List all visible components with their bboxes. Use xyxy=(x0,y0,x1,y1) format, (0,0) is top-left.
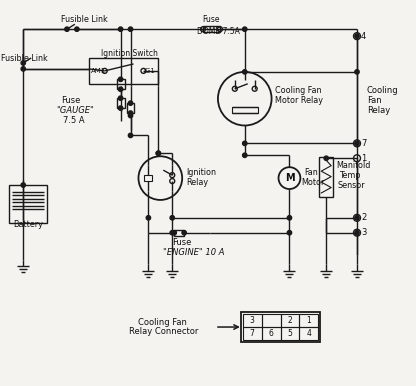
Circle shape xyxy=(243,141,247,146)
Circle shape xyxy=(287,216,292,220)
Circle shape xyxy=(21,183,25,187)
Circle shape xyxy=(119,96,123,100)
Text: 4: 4 xyxy=(307,329,311,338)
Circle shape xyxy=(119,106,123,110)
Text: Cooling Fan: Cooling Fan xyxy=(139,318,187,327)
Text: Fusible Link: Fusible Link xyxy=(61,15,108,24)
Text: Fan: Fan xyxy=(305,168,318,177)
Circle shape xyxy=(156,151,161,156)
Text: AM1: AM1 xyxy=(91,68,106,74)
Text: 6: 6 xyxy=(269,329,273,338)
Text: Cooling: Cooling xyxy=(367,86,399,95)
Circle shape xyxy=(156,151,161,156)
Bar xyxy=(174,230,184,236)
Circle shape xyxy=(243,27,247,31)
Circle shape xyxy=(243,153,247,157)
Bar xyxy=(300,314,318,327)
Circle shape xyxy=(172,230,176,235)
Text: 7: 7 xyxy=(250,329,255,338)
Circle shape xyxy=(128,111,133,115)
Circle shape xyxy=(182,230,186,235)
Text: M: M xyxy=(285,173,294,183)
Text: "ENGINE" 10 A: "ENGINE" 10 A xyxy=(163,248,225,257)
Circle shape xyxy=(65,27,69,31)
Text: Fusible Link: Fusible Link xyxy=(1,54,48,63)
Text: Fuse: Fuse xyxy=(202,15,220,24)
Bar xyxy=(89,58,158,84)
Bar xyxy=(262,314,280,327)
Text: 3: 3 xyxy=(361,228,366,237)
Text: Sensor: Sensor xyxy=(337,181,365,190)
Text: Temp: Temp xyxy=(339,171,361,179)
Circle shape xyxy=(243,70,247,74)
Text: 7.5 A: 7.5 A xyxy=(63,116,84,125)
Text: Relay: Relay xyxy=(186,178,208,186)
Bar xyxy=(280,314,300,327)
Text: 1: 1 xyxy=(361,154,366,163)
Bar xyxy=(116,98,124,108)
Circle shape xyxy=(287,230,292,235)
Text: Fan: Fan xyxy=(367,96,381,105)
Circle shape xyxy=(355,70,359,74)
Text: Ignition Switch: Ignition Switch xyxy=(101,49,158,58)
Text: 2: 2 xyxy=(287,316,292,325)
Circle shape xyxy=(170,216,174,220)
Bar xyxy=(144,175,152,181)
Text: Fuse: Fuse xyxy=(61,96,80,105)
Circle shape xyxy=(355,34,359,38)
Circle shape xyxy=(128,27,133,31)
Circle shape xyxy=(75,27,79,31)
Text: Relay Connector: Relay Connector xyxy=(129,327,198,337)
Text: 3: 3 xyxy=(250,316,255,325)
Circle shape xyxy=(128,113,133,118)
Bar xyxy=(116,80,124,89)
Circle shape xyxy=(128,101,133,105)
Circle shape xyxy=(119,77,123,81)
Text: 4: 4 xyxy=(361,32,366,41)
Text: 1: 1 xyxy=(307,316,311,325)
Text: 7: 7 xyxy=(361,139,366,148)
Circle shape xyxy=(355,141,359,146)
Bar xyxy=(241,312,320,342)
Bar xyxy=(280,327,300,340)
Circle shape xyxy=(170,230,174,235)
Bar xyxy=(243,327,262,340)
Text: 5: 5 xyxy=(287,329,292,338)
Bar xyxy=(262,327,280,340)
Bar xyxy=(319,157,333,197)
Text: Motor: Motor xyxy=(301,178,325,186)
Circle shape xyxy=(324,156,328,161)
Text: Manifold: Manifold xyxy=(336,161,371,170)
Text: 2: 2 xyxy=(361,213,366,222)
Bar xyxy=(300,327,318,340)
Bar xyxy=(243,314,262,327)
Text: DOME 7.5A: DOME 7.5A xyxy=(197,27,240,36)
Circle shape xyxy=(146,216,151,220)
Circle shape xyxy=(21,61,25,65)
Text: Relay: Relay xyxy=(367,106,390,115)
Circle shape xyxy=(119,87,123,91)
Bar xyxy=(203,26,220,32)
Text: Motor Relay: Motor Relay xyxy=(275,96,322,105)
Circle shape xyxy=(355,230,359,235)
Text: Battery: Battery xyxy=(13,220,43,229)
Bar xyxy=(232,107,258,113)
Text: IG1: IG1 xyxy=(144,68,155,74)
Text: Fuse: Fuse xyxy=(172,238,192,247)
Bar xyxy=(126,103,134,113)
Circle shape xyxy=(355,216,359,220)
Text: "GAUGE": "GAUGE" xyxy=(56,106,94,115)
Circle shape xyxy=(119,27,123,31)
Text: Cooling Fan: Cooling Fan xyxy=(275,86,321,95)
Circle shape xyxy=(128,133,133,137)
Bar xyxy=(9,185,47,223)
Text: Ignition: Ignition xyxy=(186,168,216,177)
Circle shape xyxy=(21,67,25,71)
